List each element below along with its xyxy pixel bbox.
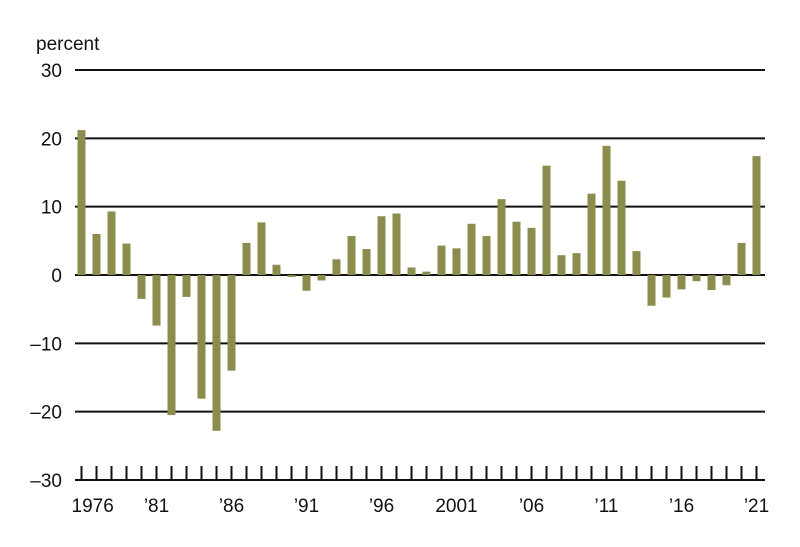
x-tick-label: 2001 xyxy=(435,496,477,517)
bar-1997 xyxy=(392,213,401,275)
bar-2013 xyxy=(632,251,641,275)
x-tick-label: ’86 xyxy=(219,496,244,517)
gridlines xyxy=(75,69,765,413)
y-tick-label: –30 xyxy=(30,471,62,492)
y-tick-label: 0 xyxy=(51,266,62,287)
y-tick-label: 20 xyxy=(41,129,62,150)
x-tick-label: ’21 xyxy=(744,496,769,517)
bar-1990 xyxy=(287,275,296,278)
bar-1980 xyxy=(137,275,146,299)
x-tick-label: ’91 xyxy=(294,496,319,517)
bar-1996 xyxy=(377,216,386,275)
x-tick-label: 1976 xyxy=(72,496,114,517)
bar-1995 xyxy=(362,249,371,275)
bar-2001 xyxy=(452,248,461,275)
bar-1992 xyxy=(317,275,326,281)
x-axis xyxy=(75,466,765,481)
bar-1978 xyxy=(107,211,116,275)
bar-1999 xyxy=(422,271,431,275)
bar-1979 xyxy=(122,243,131,275)
bar-2002 xyxy=(467,223,476,275)
y-tick-label: 30 xyxy=(41,61,62,82)
bar-2008 xyxy=(557,255,566,275)
bar-1991 xyxy=(302,275,311,291)
bar-1998 xyxy=(407,267,416,275)
bar-2019 xyxy=(722,275,731,286)
x-tick-label: ’06 xyxy=(519,496,544,517)
y-axis-unit-label: percent xyxy=(36,34,100,55)
bar-1987 xyxy=(242,242,251,275)
bar-2012 xyxy=(617,180,626,275)
bar-1981 xyxy=(152,275,161,326)
bar-1983 xyxy=(182,275,191,297)
bar-2000 xyxy=(437,245,446,275)
bar-2018 xyxy=(707,275,716,291)
bar-2020 xyxy=(737,242,746,275)
y-tick-label: 10 xyxy=(41,198,62,219)
bar-1985 xyxy=(212,275,221,431)
x-tick-label: ’96 xyxy=(369,496,394,517)
bar-2014 xyxy=(647,275,656,306)
y-tick-label: –20 xyxy=(30,403,62,424)
bar-2017 xyxy=(692,275,701,282)
bar-2009 xyxy=(572,253,581,275)
bar-1977 xyxy=(92,234,101,275)
bar-1989 xyxy=(272,264,281,275)
x-tick-label: ’81 xyxy=(144,496,169,517)
bar-1988 xyxy=(257,222,266,275)
y-tick-label: –10 xyxy=(30,334,62,355)
bar-2011 xyxy=(602,145,611,275)
bar-2015 xyxy=(662,275,671,298)
bar-1994 xyxy=(347,236,356,275)
bar-2003 xyxy=(482,236,491,275)
bar-2004 xyxy=(497,199,506,275)
bars xyxy=(77,130,761,431)
bar-2016 xyxy=(677,275,686,290)
bar-1982 xyxy=(167,275,176,416)
x-tick-label: ’16 xyxy=(669,496,694,517)
y-tick-labels: 30 20 10 0 –10 –20 –30 xyxy=(30,61,62,492)
x-tick-label: ’11 xyxy=(595,496,619,517)
bar-2007 xyxy=(542,165,551,275)
bar-2005 xyxy=(512,221,521,275)
bar-2021 xyxy=(752,156,761,275)
bar-1993 xyxy=(332,259,341,275)
bar-2010 xyxy=(587,193,596,275)
bar-1976 xyxy=(77,130,86,275)
x-tick-labels: 1976 ’81 ’86 ’91 ’96 2001 ’06 ’11 ’16 ’21 xyxy=(72,496,770,517)
bar-2006 xyxy=(527,227,536,275)
bar-1986 xyxy=(227,275,236,371)
bar-1984 xyxy=(197,275,206,399)
